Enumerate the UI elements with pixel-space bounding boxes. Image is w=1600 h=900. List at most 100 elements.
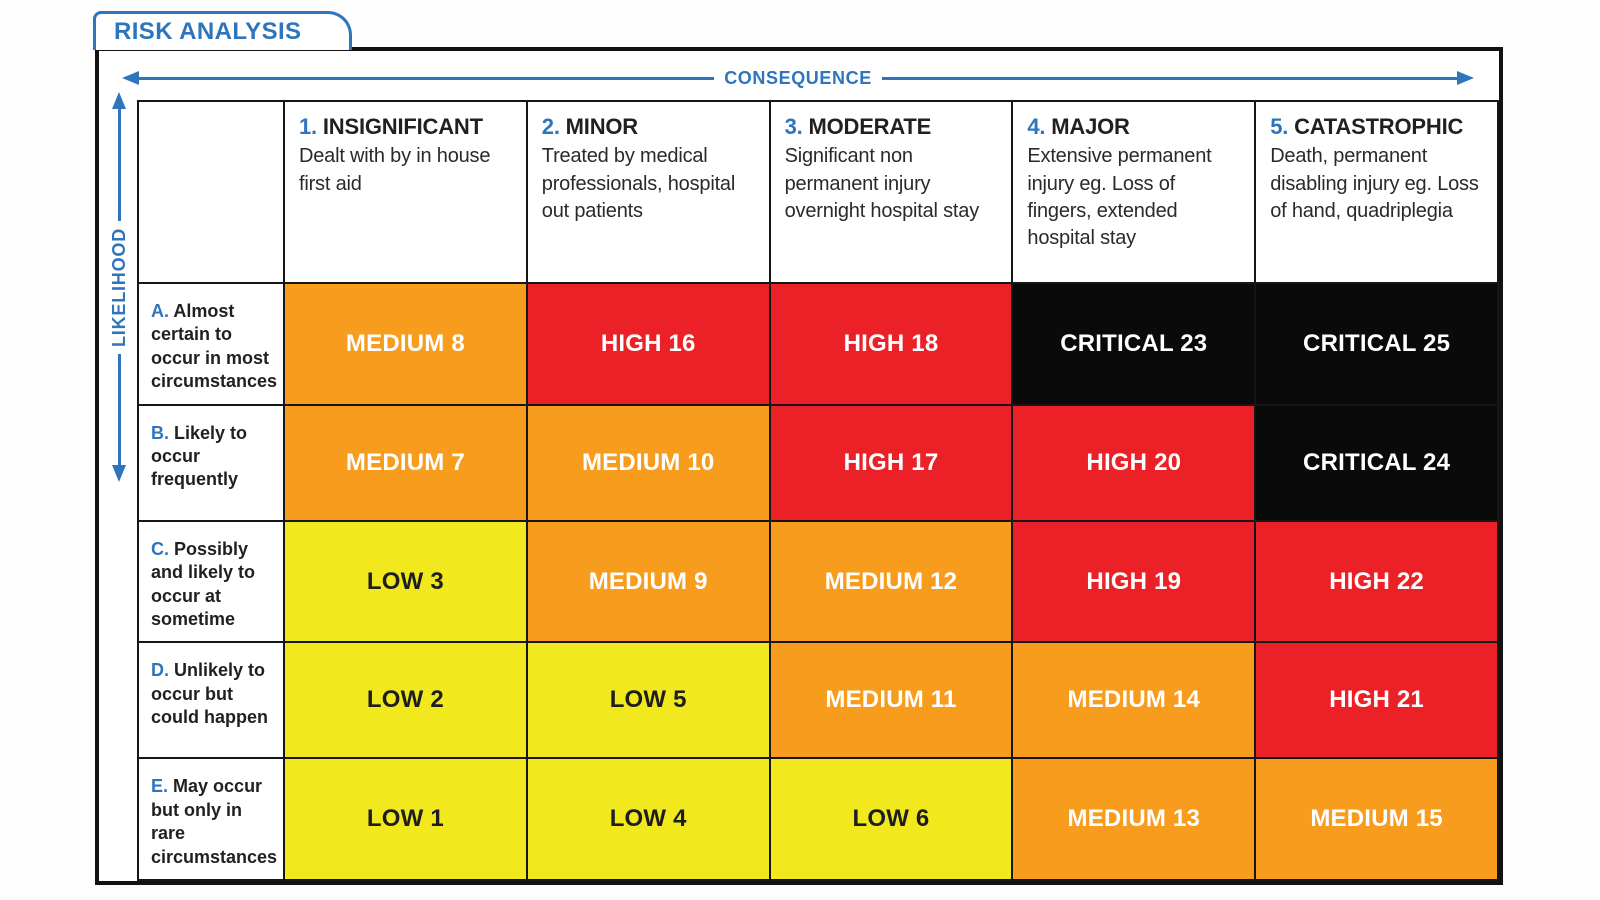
risk-cell-label: MEDIUM 10 (581, 448, 715, 476)
column-title: MAJOR (1051, 114, 1130, 139)
column-header-5: 5. CATASTROPHIC Death, permanent disablin… (1256, 102, 1499, 284)
axis-line (881, 76, 1457, 80)
column-title-line: 2. MINOR (542, 114, 757, 140)
risk-cell-medium-7: MEDIUM 7 (285, 405, 528, 522)
column-title: MODERATE (808, 114, 932, 139)
risk-cell-label: HIGH 22 (1329, 567, 1424, 595)
row-letter: B. (151, 422, 169, 443)
risk-cell-label: LOW 4 (609, 805, 687, 833)
risk-cell-high-16: HIGH 16 (527, 284, 771, 406)
row-label: Likely to occur frequently (151, 422, 248, 490)
axis-line (139, 76, 715, 80)
risk-cell-low-2: LOW 2 (285, 643, 528, 760)
risk-cell-label: MEDIUM 13 (1067, 805, 1201, 833)
column-description: Treated by medical professionals, hospit… (541, 145, 736, 222)
risk-cell-label: CRITICAL 23 (1060, 329, 1208, 357)
risk-cell-high-20: HIGH 20 (1013, 405, 1257, 522)
risk-analysis-title-tab: RISK ANALYSIS (93, 11, 352, 50)
page-title: RISK ANALYSIS (114, 18, 302, 45)
risk-cell-medium-15: MEDIUM 15 (1256, 759, 1499, 881)
row-label: May occur but only in rare circumstances (151, 776, 278, 867)
arrow-down-icon (112, 465, 126, 482)
row-letter: D. (151, 660, 169, 681)
risk-cell-low-4: LOW 4 (527, 759, 771, 881)
axis-line (117, 109, 121, 221)
risk-cell-high-17: HIGH 17 (770, 405, 1014, 522)
matrix-corner-cell (139, 102, 285, 284)
risk-cell-label: HIGH 20 (1086, 448, 1182, 476)
column-description: Dealt with by in house first aid (299, 145, 491, 195)
risk-cell-critical-23: CRITICAL 23 (1013, 284, 1257, 406)
column-title-line: 4. MAJOR (1027, 114, 1242, 140)
column-header-4: 4. MAJOR Extensive permanent injury eg. L… (1013, 102, 1257, 284)
risk-cell-critical-24: CRITICAL 24 (1256, 405, 1499, 522)
risk-cell-label: HIGH 16 (600, 329, 696, 357)
risk-cell-medium-11: MEDIUM 11 (770, 643, 1014, 760)
row-header-d: D. Unlikely to occur but could happen (139, 643, 285, 760)
row-header-a: A. Almost certain to occur in most circu… (139, 284, 285, 406)
row-letter: C. (151, 538, 169, 559)
risk-cell-label: LOW 2 (366, 686, 444, 714)
consequence-axis-label: CONSEQUENCE (724, 67, 872, 88)
column-header-3: 3. MODERATE Significant non permanent inj… (770, 102, 1014, 284)
risk-cell-critical-25: CRITICAL 25 (1256, 284, 1499, 406)
row-letter: E. (151, 776, 169, 797)
risk-cell-label: HIGH 19 (1086, 567, 1182, 595)
risk-cell-label: MEDIUM 7 (345, 448, 465, 476)
risk-cell-medium-9: MEDIUM 9 (527, 521, 771, 644)
column-title: CATASTROPHIC (1294, 114, 1464, 139)
likelihood-axis: LIKELIHOOD (106, 92, 132, 482)
risk-cell-medium-12: MEDIUM 12 (770, 521, 1014, 644)
column-number: 3. (784, 114, 803, 139)
arrow-right-icon (1457, 71, 1474, 85)
row-label: Almost certain to occur in most circumst… (151, 301, 278, 392)
risk-cell-low-6: LOW 6 (770, 759, 1014, 881)
risk-cell-high-22: HIGH 22 (1256, 521, 1499, 644)
risk-cell-medium-14: MEDIUM 14 (1013, 643, 1257, 760)
risk-cell-label: HIGH 17 (843, 448, 939, 476)
column-description: Death, permanent disabling injury eg. Lo… (1270, 145, 1479, 222)
risk-cell-label: MEDIUM 11 (825, 686, 957, 714)
column-title: MINOR (565, 114, 639, 139)
row-label: Possibly and likely to occur at sometime (151, 538, 256, 629)
column-number: 5. (1270, 114, 1289, 139)
column-header-2: 2. MINOR Treated by medical professionals… (527, 102, 771, 284)
arrow-up-icon (112, 92, 126, 109)
consequence-axis: CONSEQUENCE (122, 67, 1474, 89)
matrix-frame: CONSEQUENCE LIKELIHOOD 1. INSIGNIFICANT D… (95, 47, 1503, 885)
column-number: 2. (541, 114, 560, 139)
row-label: Unlikely to occur but could happen (151, 660, 268, 728)
risk-cell-label: MEDIUM 12 (824, 567, 958, 595)
risk-cell-label: HIGH 18 (843, 329, 939, 357)
risk-cell-label: MEDIUM 9 (588, 567, 708, 595)
risk-cell-low-5: LOW 5 (527, 643, 771, 760)
risk-matrix: 1. INSIGNIFICANT Dealt with by in house f… (137, 100, 1499, 881)
column-title: INSIGNIFICANT (322, 114, 483, 139)
risk-cell-label: LOW 1 (366, 805, 444, 833)
risk-cell-label: LOW 6 (852, 805, 930, 833)
column-header-1: 1. INSIGNIFICANT Dealt with by in house f… (285, 102, 528, 284)
risk-cell-label: CRITICAL 25 (1303, 329, 1451, 357)
risk-cell-high-21: HIGH 21 (1256, 643, 1499, 760)
risk-cell-low-3: LOW 3 (285, 521, 528, 644)
risk-cell-medium-10: MEDIUM 10 (527, 405, 771, 522)
row-header-e: E. May occur but only in rare circumstan… (139, 759, 285, 881)
risk-cell-label: MEDIUM 8 (345, 329, 465, 357)
column-title-line: 1. INSIGNIFICANT (299, 114, 514, 140)
risk-cell-label: LOW 3 (366, 567, 444, 595)
arrow-left-icon (122, 71, 139, 85)
risk-cell-medium-13: MEDIUM 13 (1013, 759, 1257, 881)
risk-cell-medium-8: MEDIUM 8 (285, 284, 528, 406)
row-header-c: C. Possibly and likely to occur at somet… (139, 521, 285, 644)
row-header-b: B. Likely to occur frequently (139, 405, 285, 522)
column-title-line: 3. MODERATE (785, 114, 1000, 140)
column-description: Extensive permanent injury eg. Loss of f… (1027, 145, 1212, 249)
likelihood-axis-label: LIKELIHOOD (108, 227, 129, 347)
axis-line (117, 353, 121, 465)
risk-cell-high-18: HIGH 18 (770, 284, 1014, 406)
column-number: 1. (299, 114, 317, 139)
column-description: Significant non permanent injury overnig… (784, 145, 980, 222)
risk-cell-label: CRITICAL 24 (1303, 448, 1451, 476)
risk-cell-high-19: HIGH 19 (1013, 521, 1257, 644)
